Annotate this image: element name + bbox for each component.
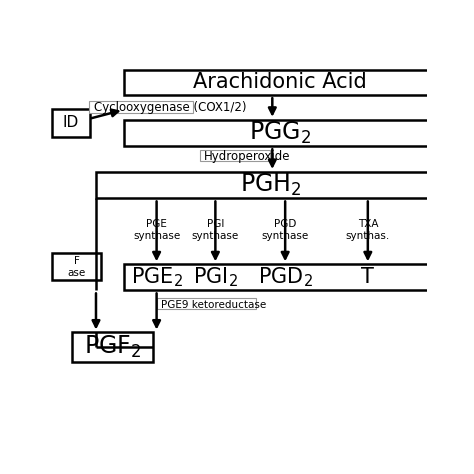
Bar [156, 299, 256, 310]
Bar [124, 119, 445, 146]
Text: ID: ID [62, 116, 78, 130]
Bar [72, 332, 153, 362]
Text: PGD$_2$: PGD$_2$ [258, 265, 313, 289]
Bar [124, 264, 445, 291]
Text: Hydroperoxide: Hydroperoxide [204, 150, 291, 163]
Text: Cyclooxygenase (COX1/2): Cyclooxygenase (COX1/2) [94, 101, 246, 114]
Bar [124, 70, 445, 95]
Bar [90, 100, 193, 113]
Text: PGI
synthase: PGI synthase [192, 219, 239, 241]
Text: PGF$_2$: PGF$_2$ [84, 334, 141, 360]
Text: PGG$_2$: PGG$_2$ [249, 120, 310, 146]
Bar [200, 150, 270, 161]
Bar [52, 109, 91, 137]
Text: F
ase: F ase [68, 256, 86, 278]
Text: PGE9 ketoreductase: PGE9 ketoreductase [161, 300, 266, 310]
Text: PGI$_2$: PGI$_2$ [193, 265, 238, 289]
Text: PGD
synthase: PGD synthase [262, 219, 309, 241]
Text: PGE$_2$: PGE$_2$ [130, 265, 182, 289]
Text: T: T [361, 267, 374, 287]
Bar [96, 172, 445, 199]
Text: PGE
synthase: PGE synthase [133, 219, 180, 241]
Text: TXA
synthas.: TXA synthas. [346, 219, 390, 241]
Text: Arachidonic Acid: Arachidonic Acid [193, 73, 366, 92]
Bar [52, 253, 101, 280]
Text: PGH$_2$: PGH$_2$ [240, 172, 301, 198]
